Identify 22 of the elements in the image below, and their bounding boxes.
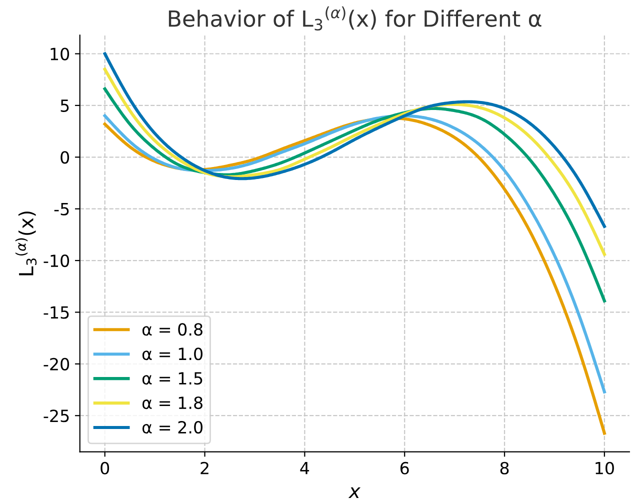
x-tick-label: 10	[596, 462, 614, 474]
x-axis-title: x	[348, 487, 361, 498]
y-tick-label: -5	[54, 203, 69, 216]
y-tick-label: 10	[50, 48, 70, 60]
x-tick-label: 8	[500, 462, 509, 474]
legend-label: α = 2.0	[142, 420, 202, 434]
y-tick-label: -15	[44, 306, 69, 319]
chart-title: Behavior of L$_{3}$$^{(α)}$(x) for Different α	[168, 6, 542, 31]
x-tick-label: 2	[200, 462, 208, 474]
x-tick-label: 4	[300, 462, 310, 474]
y-tick-label: 0	[60, 151, 70, 164]
y-tick-label: 5	[60, 100, 69, 112]
x-tick-label: 6	[400, 462, 409, 474]
y-axis-title: L$_{3}$$^{(α)}$(x)	[15, 212, 37, 276]
legend-label: α = 1.0	[142, 348, 202, 360]
y-tick-label: -25	[44, 410, 69, 422]
legend-label: α = 1.8	[142, 396, 202, 410]
x-tick-label: 0	[100, 462, 110, 474]
y-tick-label: -20	[44, 358, 70, 370]
y-tick-label: -10	[44, 254, 70, 268]
legend-label: α = 1.5	[142, 372, 202, 385]
legend-label: α = 0.8	[142, 323, 202, 336]
